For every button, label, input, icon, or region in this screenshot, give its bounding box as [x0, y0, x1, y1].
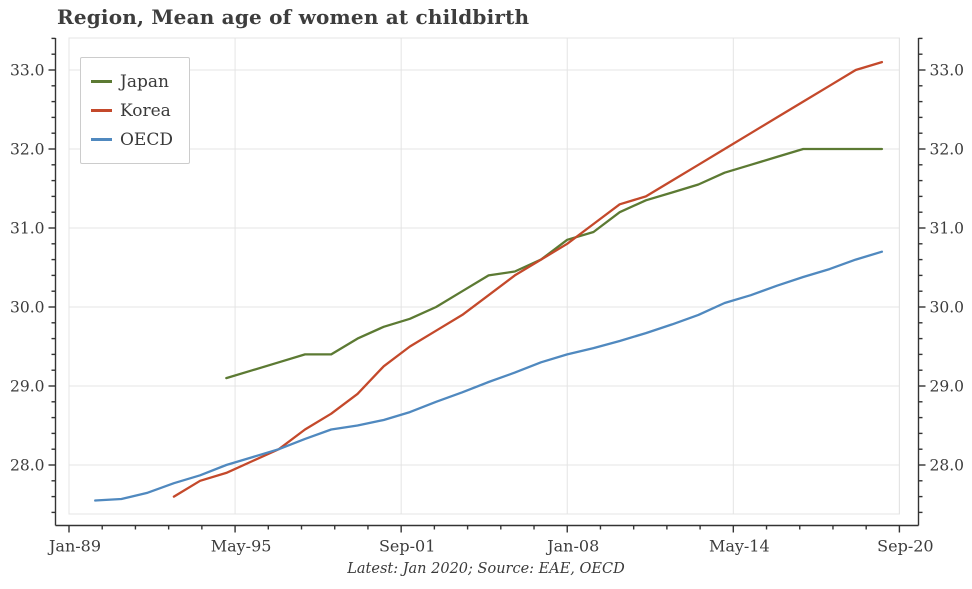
- legend-item-oecd: OECD: [91, 125, 173, 154]
- chart-caption: Latest: Jan 2020; Source: EAE, OECD: [347, 561, 625, 577]
- y-tick-label-left: 29.0: [10, 378, 45, 396]
- line-korea: [172, 60, 884, 498]
- chart-legend: Japan Korea OECD: [80, 57, 190, 164]
- legend-swatch-korea: [91, 109, 112, 112]
- data-series: [94, 60, 884, 502]
- line-japan: [225, 147, 884, 380]
- y-tick-label-right: 32.0: [930, 141, 965, 159]
- x-tick-label: Jan-89: [47, 537, 101, 556]
- legend-item-korea: Korea: [91, 96, 173, 125]
- x-tick-label: Sep-01: [379, 537, 435, 556]
- legend-label-korea: Korea: [120, 100, 171, 121]
- x-tick-label: Jan-08: [545, 537, 599, 556]
- legend-item-japan: Japan: [91, 67, 173, 96]
- y-tick-label-right: 30.0: [930, 299, 965, 317]
- legend-label-oecd: OECD: [120, 129, 173, 150]
- gridlines: [68, 37, 900, 515]
- y-tick-label-right: 28.0: [930, 457, 965, 475]
- axis-ticks: [48, 37, 926, 533]
- x-tick-label: May-14: [709, 537, 770, 556]
- x-tick-label: May-95: [211, 537, 272, 556]
- y-tick-label-left: 28.0: [10, 457, 45, 475]
- y-tick-label-left: 32.0: [10, 141, 45, 159]
- line-oecd: [94, 250, 884, 502]
- legend-label-japan: Japan: [120, 71, 169, 92]
- axis-tick-labels: 28.0 28.0 29.0 29.0 30.0 30.0 31.0 31.0 32.0 32.0…: [10, 62, 964, 556]
- y-tick-label-left: 33.0: [10, 62, 45, 80]
- x-tick-label: Sep-20: [877, 537, 933, 556]
- y-tick-label-left: 30.0: [10, 299, 45, 317]
- y-tick-label-right: 29.0: [930, 378, 965, 396]
- y-tick-label-right: 31.0: [930, 220, 965, 238]
- y-tick-label-right: 33.0: [930, 62, 965, 80]
- legend-swatch-japan: [91, 80, 112, 83]
- y-tick-label-left: 31.0: [10, 220, 45, 238]
- axes-spines: [54, 38, 920, 527]
- chart-title: Region, Mean age of women at childbirth: [57, 5, 530, 29]
- legend-swatch-oecd: [91, 138, 112, 141]
